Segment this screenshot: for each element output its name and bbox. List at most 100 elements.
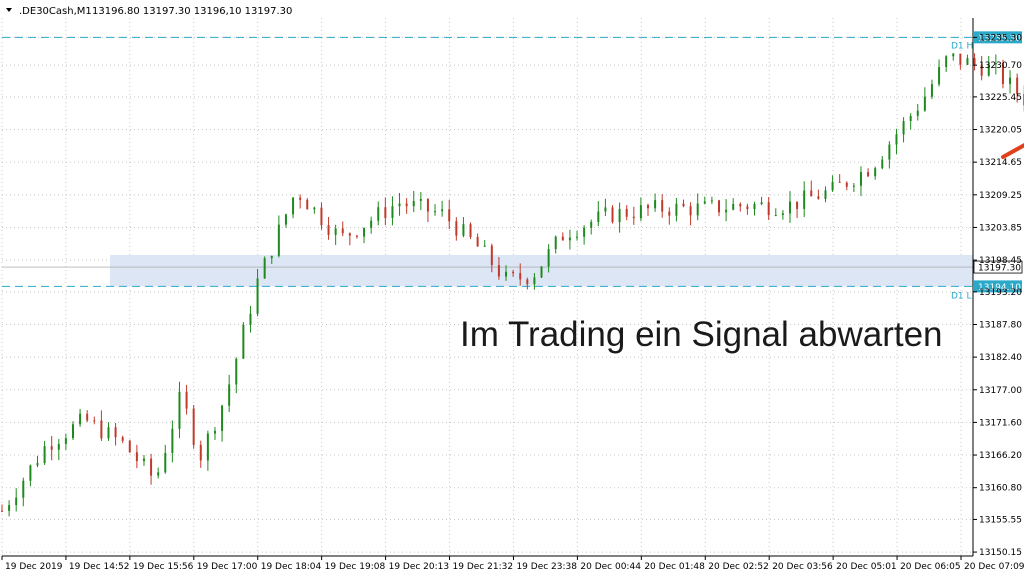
candle-body <box>419 198 422 201</box>
candle-body <box>469 224 472 237</box>
candle-body <box>838 181 841 183</box>
candle-body <box>895 134 898 145</box>
candle-body <box>221 405 224 431</box>
candle-body <box>874 168 877 177</box>
y-tick-label: 13150.15 <box>979 548 1022 558</box>
x-tick-label: 19 Dec 14:52 <box>69 562 130 572</box>
level-label: D1 L <box>951 291 972 301</box>
x-tick-label: 20 Dec 02:52 <box>708 562 769 572</box>
y-tick-label: 13171.60 <box>979 418 1022 428</box>
candle-body <box>1 510 3 512</box>
candle-body <box>867 172 870 177</box>
candle-body <box>292 197 295 215</box>
candle-body <box>448 209 451 222</box>
candle-body <box>597 211 600 222</box>
candle-body <box>142 458 145 462</box>
y-tick-label: 13230.70 <box>979 61 1022 71</box>
candle-body <box>590 221 593 228</box>
candle-body <box>973 58 976 65</box>
candle-body <box>242 324 245 359</box>
candle-body <box>952 53 955 57</box>
candle-body <box>710 200 713 202</box>
candle-body <box>114 427 117 438</box>
candle-body <box>462 224 465 236</box>
candle-body <box>86 413 89 421</box>
candle-body <box>8 505 11 511</box>
candle-body <box>377 207 380 221</box>
level-price-text: 13235.30 <box>978 34 1021 44</box>
candle-body <box>1016 77 1019 94</box>
candle-body <box>845 182 848 187</box>
candle-body <box>121 437 124 441</box>
candle-body <box>568 237 571 241</box>
candle-body <box>576 236 579 238</box>
x-tick-label: 20 Dec 07:09 <box>964 562 1024 572</box>
candle-body <box>412 200 415 207</box>
ohlc-values: 13196.80 13197.30 13196,10 13197.30 <box>92 6 292 17</box>
last-price-tag <box>973 260 1023 274</box>
y-tick-label: 13166.20 <box>979 451 1022 461</box>
candle-body <box>966 58 969 65</box>
y-tick-label: 13193.20 <box>979 288 1022 298</box>
candle-body <box>36 463 39 466</box>
candle-body <box>164 452 167 473</box>
candle-body <box>909 115 912 122</box>
candle-body <box>717 200 720 213</box>
dropdown-triangle-icon[interactable] <box>6 8 12 12</box>
candle-body <box>618 208 621 223</box>
candle-body <box>43 446 46 464</box>
candles <box>1 52 1024 517</box>
candle-body <box>93 420 96 422</box>
candle-body <box>930 84 933 97</box>
x-tick-label: 19 Dec 19:08 <box>325 562 386 572</box>
candle-body <box>888 144 891 160</box>
candle-body <box>213 430 216 434</box>
last-price-text: 13197.30 <box>978 264 1021 274</box>
candle-body <box>647 205 650 209</box>
y-tick-label: 13220.05 <box>979 126 1022 136</box>
candle-body <box>327 225 330 235</box>
x-tick-label: 19 Dec 18:04 <box>261 562 322 572</box>
candle-body <box>100 420 103 439</box>
x-tick-label: 19 Dec 20:13 <box>389 562 450 572</box>
candle-body <box>128 440 131 453</box>
candle-body <box>320 207 323 226</box>
candle-body <box>135 452 138 462</box>
candle-body <box>355 235 358 237</box>
candle-body <box>228 384 231 406</box>
candle-body <box>185 391 188 409</box>
candle-body <box>22 480 25 498</box>
level-price-tag <box>974 31 1022 44</box>
candle-body <box>994 63 997 65</box>
candle-body <box>668 211 671 216</box>
candle-body <box>796 201 799 209</box>
candle-body <box>334 228 337 235</box>
y-tick-label: 13209.25 <box>979 191 1022 201</box>
chart-grid <box>1 18 973 556</box>
y-tick-label: 13235.30 <box>979 33 1022 43</box>
candle-body <box>767 202 770 216</box>
candle-body <box>632 216 635 219</box>
y-tick-label: 13187.80 <box>979 320 1022 330</box>
y-axis: 13235.30 13230.70 13225.45 13220.05 13214.65… <box>972 18 1022 558</box>
candle-body <box>583 227 586 237</box>
candle-body <box>774 214 777 216</box>
candle-body <box>505 271 508 277</box>
candle-body <box>661 200 664 212</box>
y-tick-label: 13177.00 <box>979 386 1022 396</box>
candle-body <box>306 199 309 210</box>
candle-body <box>703 201 706 204</box>
y-tick-label: 13182.40 <box>979 353 1022 363</box>
candle-body <box>817 196 820 199</box>
candle-body <box>171 428 174 453</box>
candle-body <box>831 181 834 191</box>
candle-body <box>497 265 500 277</box>
candle-body <box>881 159 884 169</box>
candle-body <box>959 53 962 65</box>
candle-body <box>739 204 742 207</box>
candle-body <box>554 236 557 250</box>
x-tick-label: 20 Dec 05:01 <box>836 562 897 572</box>
candle-body <box>235 358 238 385</box>
candle-body <box>916 110 919 116</box>
